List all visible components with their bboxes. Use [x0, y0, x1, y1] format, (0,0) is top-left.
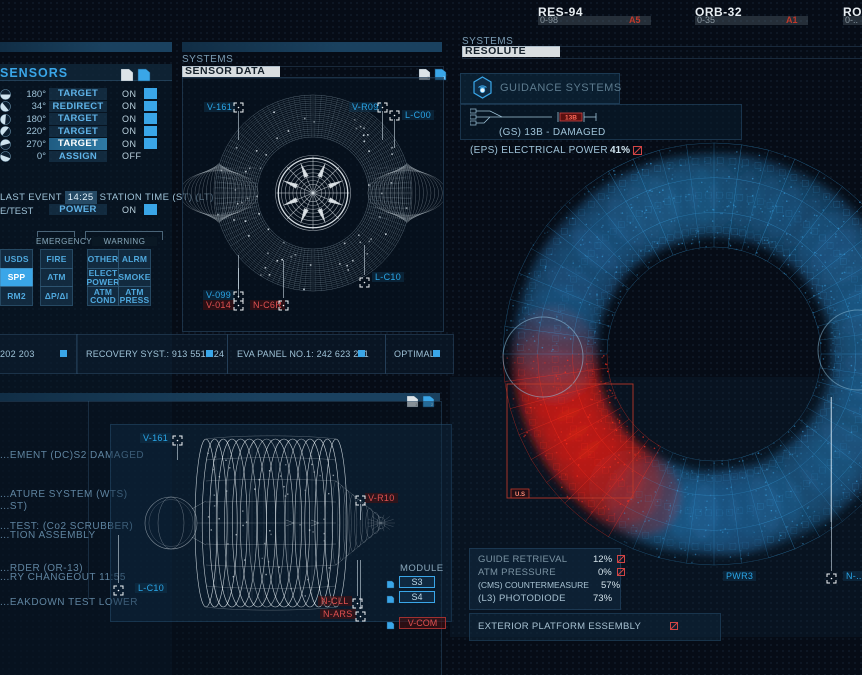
- svg-text:U.S: U.S: [515, 492, 525, 498]
